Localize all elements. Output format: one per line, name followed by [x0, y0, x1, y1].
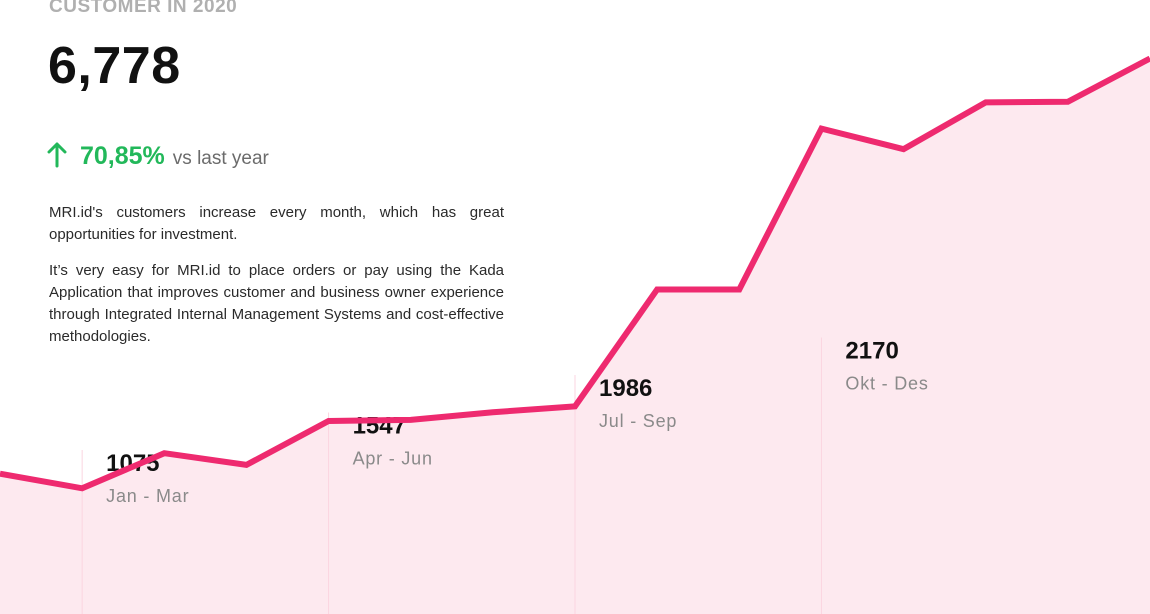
- growth-value: 70,85%: [80, 142, 165, 170]
- description: MRI.id's customers increase every month,…: [49, 202, 504, 362]
- data-point: [1065, 99, 1071, 105]
- growth-suffix: vs last year: [172, 148, 269, 169]
- quarter-value: 2170: [845, 338, 898, 365]
- section-eyebrow: CUSTOMER IN 2020: [49, 0, 238, 17]
- series-line: [0, 55, 1150, 492]
- data-point: [161, 450, 167, 456]
- data-point: [326, 418, 332, 424]
- data-point: [818, 126, 824, 132]
- data-point: [983, 99, 989, 105]
- quarter-label: Jan - Mar: [106, 486, 189, 506]
- data-point: [901, 146, 907, 152]
- quarter-value: 1547: [353, 413, 406, 440]
- growth-indicator: 70,85% vs last year: [46, 138, 269, 171]
- total-customers: 6,778: [48, 37, 181, 95]
- data-point: [736, 286, 742, 292]
- quarter-value: 1986: [599, 375, 652, 402]
- data-point: [572, 403, 578, 409]
- description-paragraph-2: It’s very easy for MRI.id to place order…: [49, 262, 504, 345]
- arrow-up-icon: [47, 142, 67, 168]
- quarter-label: Apr - Jun: [353, 449, 433, 469]
- data-point: [654, 286, 660, 292]
- data-point: [490, 409, 496, 415]
- quarter-label: Jul - Sep: [599, 411, 677, 431]
- description-paragraph-1: MRI.id's customers increase every month,…: [49, 204, 504, 243]
- quarter-label: Okt - Des: [845, 374, 928, 394]
- data-point: [243, 462, 249, 468]
- area-fill: [0, 58, 1150, 614]
- data-point: [79, 485, 85, 491]
- data-point: [408, 417, 414, 423]
